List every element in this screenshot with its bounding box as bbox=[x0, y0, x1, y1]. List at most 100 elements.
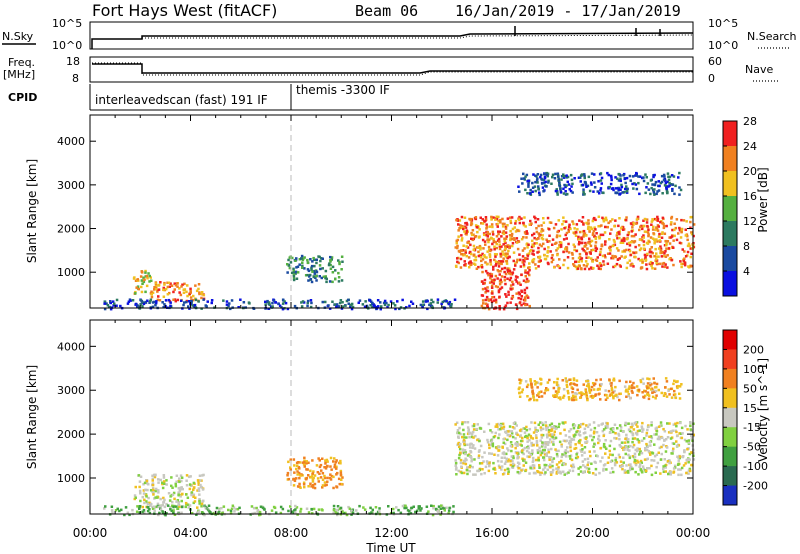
echo-cell bbox=[595, 232, 598, 235]
echo-cell bbox=[525, 385, 529, 389]
echo-cell bbox=[327, 304, 330, 307]
echo-cell bbox=[169, 304, 172, 308]
echo-cell bbox=[525, 286, 529, 290]
echo-cell bbox=[689, 247, 692, 250]
echo-cell bbox=[172, 505, 175, 509]
echo-cell bbox=[627, 453, 630, 457]
echo-cell bbox=[503, 266, 507, 270]
echo-cell bbox=[535, 458, 538, 462]
echo-cell bbox=[590, 257, 593, 260]
echo-cell bbox=[306, 273, 309, 277]
echo-cell bbox=[292, 278, 296, 282]
echo-cell bbox=[481, 468, 484, 471]
echo-cell bbox=[592, 395, 595, 398]
echo-cell bbox=[278, 304, 282, 307]
echo-cell bbox=[491, 242, 494, 246]
echo-cell bbox=[266, 299, 269, 303]
echo-cell bbox=[639, 225, 642, 229]
echo-cell bbox=[594, 393, 597, 396]
echo-cell bbox=[585, 379, 588, 383]
echo-cell bbox=[314, 276, 317, 279]
echo-cell bbox=[463, 216, 467, 219]
echo-cell bbox=[491, 442, 495, 445]
echo-cell bbox=[469, 263, 472, 267]
echo-cell bbox=[509, 460, 512, 463]
echo-cell bbox=[583, 470, 586, 474]
echo-cell bbox=[180, 505, 184, 509]
echo-cell bbox=[683, 438, 687, 442]
echo-cell bbox=[500, 460, 503, 463]
echo-cell bbox=[504, 241, 507, 245]
echo-cell bbox=[555, 463, 559, 466]
echo-cell bbox=[497, 262, 501, 265]
echo-cell bbox=[668, 393, 671, 396]
echo-cell bbox=[471, 430, 475, 434]
echo-cell bbox=[619, 445, 623, 448]
echo-cell bbox=[582, 392, 586, 396]
echo-cell bbox=[142, 302, 146, 306]
echo-cell bbox=[467, 430, 470, 433]
echo-cell bbox=[692, 245, 696, 249]
echo-cell bbox=[509, 221, 513, 225]
echo-cell bbox=[516, 470, 519, 474]
echo-cell bbox=[508, 255, 511, 259]
echo-cell bbox=[600, 243, 604, 246]
echo-cell bbox=[609, 182, 613, 186]
echo-cell bbox=[524, 380, 528, 383]
echo-cell bbox=[486, 304, 489, 307]
echo-cell bbox=[613, 240, 616, 243]
echo-cell bbox=[518, 391, 521, 395]
echo-cell bbox=[677, 473, 680, 477]
echo-cell bbox=[151, 291, 155, 294]
echo-cell bbox=[534, 471, 537, 475]
echo-cell bbox=[565, 231, 569, 235]
echo-cell bbox=[674, 422, 677, 425]
echo-cell bbox=[470, 252, 473, 256]
echo-cell bbox=[365, 304, 369, 308]
echo-cell bbox=[606, 422, 609, 425]
echo-cell bbox=[293, 464, 296, 467]
echo-cell bbox=[597, 424, 600, 427]
echo-cell bbox=[522, 172, 525, 176]
echo-cell bbox=[498, 295, 501, 299]
echo-cell bbox=[615, 234, 619, 237]
echo-cell bbox=[253, 511, 256, 515]
ytick-label: 2000 bbox=[57, 428, 85, 441]
echo-cell bbox=[485, 227, 488, 230]
echo-cell bbox=[628, 455, 631, 458]
echo-cell bbox=[690, 463, 693, 467]
echo-cell bbox=[464, 452, 467, 456]
echo-cell bbox=[502, 232, 506, 236]
echo-cell bbox=[643, 224, 646, 228]
echo-cell bbox=[177, 503, 180, 506]
echo-cell bbox=[300, 257, 303, 260]
echo-cell bbox=[687, 472, 690, 475]
echo-cell bbox=[657, 388, 660, 392]
echo-cell bbox=[659, 249, 662, 252]
echo-cell bbox=[409, 512, 413, 515]
echo-cell bbox=[333, 457, 336, 460]
echo-cell bbox=[631, 433, 634, 436]
echo-cell bbox=[174, 284, 178, 287]
echo-cell bbox=[623, 446, 626, 449]
echo-cell bbox=[655, 192, 658, 196]
echo-cell bbox=[173, 282, 176, 285]
echo-cell bbox=[294, 270, 298, 274]
echo-cell bbox=[521, 388, 524, 391]
echo-cell bbox=[336, 505, 340, 508]
echo-cell bbox=[174, 484, 178, 488]
echo-cell bbox=[608, 431, 612, 434]
echo-cell bbox=[602, 434, 605, 438]
echo-cell bbox=[491, 296, 494, 299]
echo-cell bbox=[568, 223, 571, 227]
echo-cell bbox=[156, 290, 159, 293]
echo-cell bbox=[551, 238, 555, 241]
echo-cell bbox=[487, 273, 490, 277]
echo-cell bbox=[182, 291, 186, 294]
echo-cell bbox=[547, 451, 551, 454]
echo-cell bbox=[459, 458, 463, 462]
echo-cell bbox=[578, 425, 582, 429]
echo-cell bbox=[576, 267, 580, 270]
echo-cell bbox=[559, 459, 563, 463]
echo-cell bbox=[586, 227, 590, 230]
